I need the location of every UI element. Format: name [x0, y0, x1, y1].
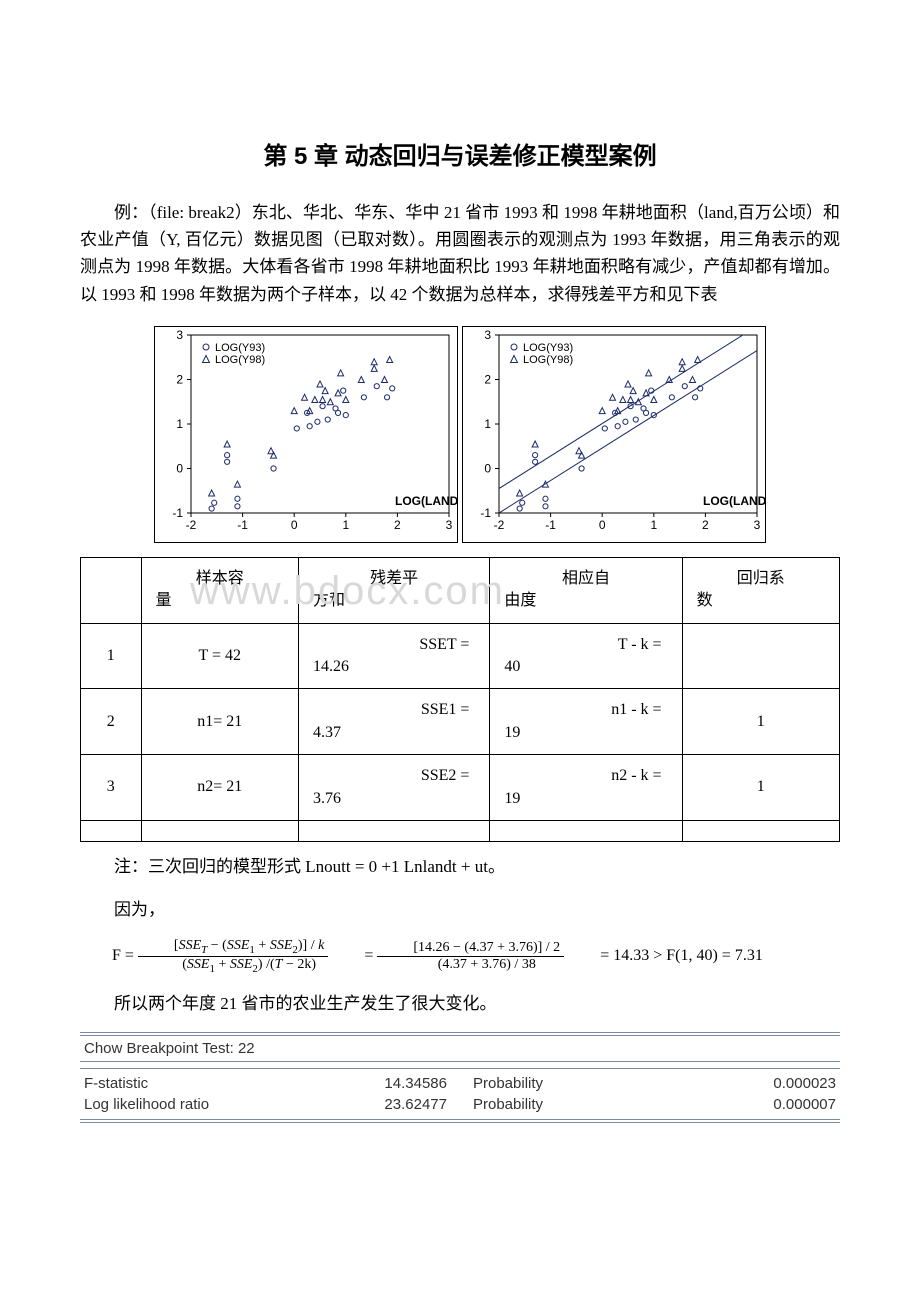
svg-text:LOG(LAND): LOG(LAND) [395, 494, 457, 508]
table-cell: 1 [81, 623, 142, 689]
conclusion: 所以两个年度 21 省市的农业生产发生了很大变化。 [80, 989, 840, 1014]
frac-1: [SSET − (SSE1 + SSE2)] / k (SSE1 + SSE2)… [138, 938, 328, 975]
formula-tail: = 14.33 > F(1, 40) = 7.31 [568, 947, 763, 965]
table-cell: 2 [81, 689, 142, 755]
charts-row: -2-10123-10123LOG(Y93)LOG(Y98)LOG(LAND) … [80, 326, 840, 543]
sse-table: 样本容量残差平方和相应自由度回归系数 1T = 42SSET =14.26T -… [80, 557, 840, 842]
table-header-cell: 残差平方和 [298, 557, 489, 623]
table-note: 注：三次回归的模型形式 Lnoutt = 0 +1 Lnlandt + ut。 [80, 852, 840, 877]
table-header-cell: 相应自由度 [490, 557, 682, 623]
svg-text:LOG(Y93): LOG(Y93) [523, 342, 573, 354]
formula-eq1: = [332, 947, 373, 965]
table-row: 3n2= 21SSE2 =3.76n2 - k =191 [81, 755, 840, 821]
svg-text:LOG(LAND): LOG(LAND) [703, 494, 765, 508]
svg-text:3: 3 [176, 328, 183, 342]
svg-text:1: 1 [176, 417, 183, 431]
svg-text:-1: -1 [545, 518, 556, 532]
svg-text:-1: -1 [172, 506, 183, 520]
table-cell [298, 820, 489, 841]
stats-cell: 14.34586 [266, 1073, 466, 1094]
svg-text:3: 3 [484, 328, 491, 342]
table-cell: n2 - k =19 [490, 755, 682, 821]
table-cell [141, 820, 298, 841]
chow-test-title: Chow Breakpoint Test: 22 [80, 1032, 840, 1062]
scatter-chart-left: -2-10123-10123LOG(Y93)LOG(Y98)LOG(LAND) [154, 326, 458, 543]
table-cell: 1 [682, 689, 839, 755]
table-cell: SSE1 =4.37 [298, 689, 489, 755]
table-cell: T = 42 [141, 623, 298, 689]
table-cell: 1 [682, 755, 839, 821]
stats-cell: 23.62477 [266, 1094, 466, 1115]
svg-text:0: 0 [599, 518, 606, 532]
table-cell: SSE2 =3.76 [298, 755, 489, 821]
f-formula: F = [SSET − (SSE1 + SSE2)] / k (SSE1 + S… [80, 938, 840, 975]
table-cell [682, 820, 839, 841]
table-row: 1T = 42SSET =14.26T - k =40 [81, 623, 840, 689]
table-cell [682, 623, 839, 689]
scatter-svg-left: -2-10123-10123LOG(Y93)LOG(Y98)LOG(LAND) [155, 327, 457, 537]
svg-text:2: 2 [484, 372, 491, 386]
stats-cell: F-statistic [84, 1073, 266, 1094]
table-cell: T - k =40 [490, 623, 682, 689]
stats-cell: 0.000007 [655, 1094, 837, 1115]
svg-text:LOG(Y93): LOG(Y93) [215, 342, 265, 354]
svg-text:2: 2 [702, 518, 709, 532]
stats-cell: Probability [465, 1073, 655, 1094]
intro-paragraph: 例：（file: break2）东北、华北、华东、华中 21 省市 1993 和… [80, 199, 840, 308]
table-header-cell [81, 557, 142, 623]
stats-row: Log likelihood ratio23.62477Probability0… [84, 1094, 836, 1115]
table-row [81, 820, 840, 841]
svg-text:-2: -2 [186, 518, 197, 532]
svg-text:-1: -1 [480, 506, 491, 520]
table-cell: SSET =14.26 [298, 623, 489, 689]
svg-text:-2: -2 [494, 518, 505, 532]
formula-lhs: F = [80, 947, 134, 965]
svg-text:3: 3 [446, 518, 453, 532]
svg-text:-1: -1 [237, 518, 248, 532]
table-header-cell: 样本容量 [141, 557, 298, 623]
table-cell [490, 820, 682, 841]
svg-text:3: 3 [754, 518, 761, 532]
stats-cell: Probability [465, 1094, 655, 1115]
table-row: 2n1= 21SSE1 =4.37n1 - k =191 [81, 689, 840, 755]
svg-text:2: 2 [176, 372, 183, 386]
table-cell: 3 [81, 755, 142, 821]
because-label: 因为， [80, 895, 840, 920]
table-cell: n1 - k =19 [490, 689, 682, 755]
stats-cell: Log likelihood ratio [84, 1094, 266, 1115]
svg-text:0: 0 [484, 461, 491, 475]
table-body: 1T = 42SSET =14.26T - k =402n1= 21SSE1 =… [81, 623, 840, 841]
svg-text:2: 2 [394, 518, 401, 532]
frac2-num: [14.26 − (4.37 + 3.76)] / 2 [377, 940, 564, 957]
frac2-den: (4.37 + 3.76) / 38 [402, 957, 540, 973]
chow-test-box: Chow Breakpoint Test: 22 F-statistic14.3… [80, 1032, 840, 1123]
scatter-svg-right: -2-10123-10123LOG(Y93)LOG(Y98)LOG(LAND) [463, 327, 765, 537]
svg-text:1: 1 [650, 518, 657, 532]
svg-text:0: 0 [176, 461, 183, 475]
table-cell: n1= 21 [141, 689, 298, 755]
chapter-title: 第 5 章 动态回归与误差修正模型案例 [80, 136, 840, 171]
stats-row: F-statistic14.34586Probability0.000023 [84, 1073, 836, 1094]
stats-cell: 0.000023 [655, 1073, 837, 1094]
table-head: 样本容量残差平方和相应自由度回归系数 [81, 557, 840, 623]
table-cell [81, 820, 142, 841]
frac-2: [14.26 − (4.37 + 3.76)] / 2 (4.37 + 3.76… [377, 940, 564, 973]
scatter-chart-right: -2-10123-10123LOG(Y93)LOG(Y98)LOG(LAND) [462, 326, 766, 543]
svg-text:1: 1 [342, 518, 349, 532]
svg-text:1: 1 [484, 417, 491, 431]
table-header-cell: 回归系数 [682, 557, 839, 623]
svg-text:LOG(Y98): LOG(Y98) [215, 354, 265, 366]
svg-text:LOG(Y98): LOG(Y98) [523, 354, 573, 366]
table-cell: n2= 21 [141, 755, 298, 821]
chow-test-body: F-statistic14.34586Probability0.000023Lo… [80, 1068, 840, 1123]
svg-text:0: 0 [291, 518, 298, 532]
